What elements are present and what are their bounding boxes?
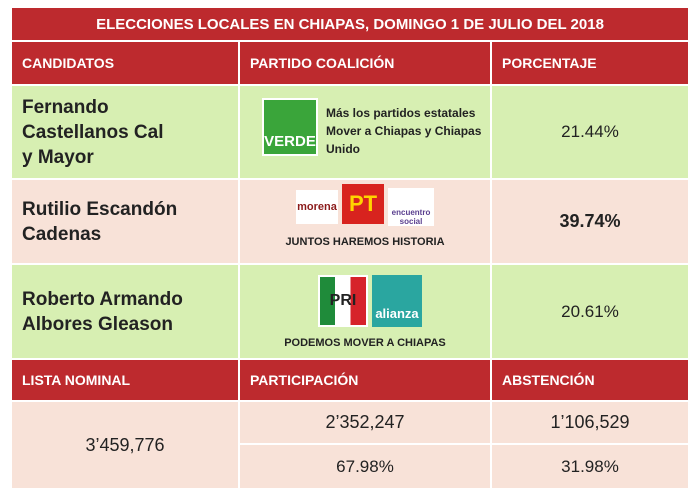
- candidate: Fernando Castellanos Cal y Mayor: [12, 86, 238, 178]
- candidate-name: Roberto Armando Albores Gleason: [22, 288, 183, 335]
- lista-nominal: 3’459,776: [12, 402, 238, 488]
- column-header: PARTICIPACIÓN: [240, 360, 490, 400]
- column-header: LISTA NOMINAL: [12, 360, 238, 400]
- logo-pt: PT: [342, 184, 384, 224]
- logo-pes: encuentro social: [388, 188, 434, 226]
- abstencion-percent: 31.98%: [492, 445, 688, 488]
- coalition-cell: PRI alianza PODEMOS MOVER A CHIAPAS: [240, 265, 490, 358]
- logo-verde: VERDE: [262, 98, 318, 156]
- coalition-text: PODEMOS MOVER A CHIAPAS: [284, 337, 446, 349]
- title: ELECCIONES LOCALES EN CHIAPAS, DOMINGO 1…: [12, 8, 688, 40]
- logo-nueva-alianza: alianza: [372, 275, 422, 327]
- abstencion-votes: 1’106,529: [492, 402, 688, 443]
- percentage: 39.74%: [492, 180, 688, 263]
- column-header: CANDIDATOS: [12, 42, 238, 84]
- column-header: ABSTENCIÓN: [492, 360, 688, 400]
- candidate-name: Fernando Castellanos Cal y Mayor: [22, 96, 164, 168]
- participacion-votes: 2’352,247: [240, 402, 490, 443]
- logo-pri: PRI: [318, 275, 368, 327]
- candidate: Rutilio Escandón Cadenas: [12, 180, 238, 263]
- percentage: 21.44%: [492, 86, 688, 178]
- coalition-text: JUNTOS HAREMOS HISTORIA: [285, 236, 445, 248]
- column-header: PORCENTAJE: [492, 42, 688, 84]
- candidate-name: Rutilio Escandón Cadenas: [22, 198, 178, 245]
- candidate: Roberto Armando Albores Gleason: [12, 265, 238, 358]
- coalition-cell: VERDE Más los partidos estatales Mover a…: [240, 86, 490, 178]
- participacion-percent: 67.98%: [240, 445, 490, 488]
- percentage: 20.61%: [492, 265, 688, 358]
- logo-morena: morena: [296, 190, 338, 224]
- coalition-cell: morena PT encuentro social JUNTOS HAREMO…: [240, 180, 490, 263]
- column-header: PARTIDO COALICIÓN: [240, 42, 490, 84]
- coalition-text: Más los partidos estatales Mover a Chiap…: [326, 106, 482, 156]
